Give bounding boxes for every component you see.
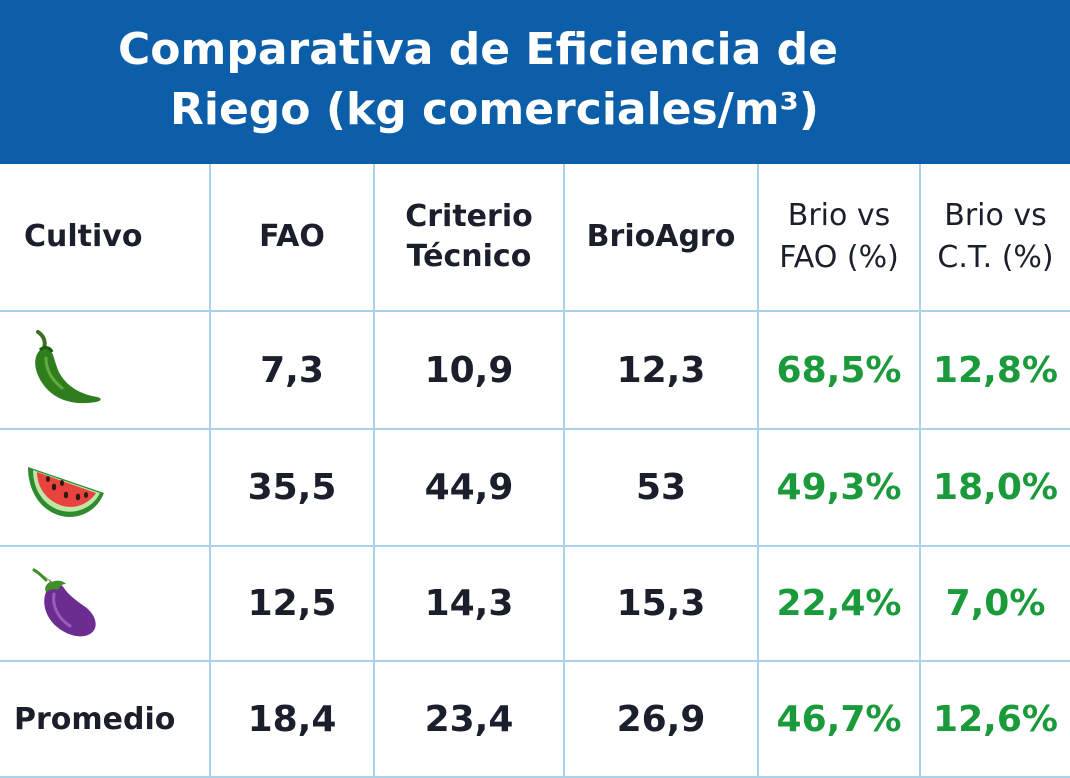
- cell-brio-vs-ct: 18,0%: [921, 430, 1070, 547]
- cell-avg-brio-vs-ct: 12,6%: [921, 662, 1070, 778]
- header-criterio-line2: Técnico: [406, 239, 532, 274]
- cell-avg-brioagro: 26,9: [565, 662, 759, 778]
- title-line-1: Comparativa de Eficiencia de: [118, 24, 838, 75]
- header-brio-vs-ct-line2: C.T. (%): [937, 240, 1054, 275]
- header-criterio-tecnico: Criterio Técnico: [375, 164, 565, 312]
- header-brioagro-label: BrioAgro: [586, 219, 736, 254]
- cell-criterio-tecnico: 14,3: [375, 547, 565, 662]
- header-brio-vs-fao-line1: Brio vs: [787, 198, 891, 233]
- title-line-2: Riego (kg comerciales/m³): [170, 84, 819, 135]
- eggplant-icon: [32, 568, 96, 636]
- cell-brioagro: 15,3: [565, 547, 759, 662]
- watermelon-icon: [28, 466, 104, 517]
- cell-brio-vs-fao: 68,5%: [759, 312, 921, 430]
- header-brio-vs-fao: Brio vs FAO (%): [759, 164, 921, 312]
- cell-brioagro: 53: [565, 430, 759, 547]
- table-row-cultivo-watermelon: [0, 430, 211, 547]
- cell-brio-vs-fao: 22,4%: [759, 547, 921, 662]
- cell-avg-fao: 18,4: [211, 662, 375, 778]
- header-brioagro: BrioAgro: [565, 164, 759, 312]
- header-cultivo: Cultivo: [0, 164, 211, 312]
- cell-criterio-tecnico: 44,9: [375, 430, 565, 547]
- cell-brioagro: 12,3: [565, 312, 759, 430]
- cell-promedio-label: Promedio: [0, 662, 211, 778]
- cell-fao: 12,5: [211, 547, 375, 662]
- header-brio-vs-ct: Brio vs C.T. (%): [921, 164, 1070, 312]
- header-fao-label: FAO: [259, 219, 325, 254]
- cell-brio-vs-ct: 12,8%: [921, 312, 1070, 430]
- cell-fao: 7,3: [211, 312, 375, 430]
- cell-avg-criterio-tecnico: 23,4: [375, 662, 565, 778]
- cell-brio-vs-ct: 7,0%: [921, 547, 1070, 662]
- cell-brio-vs-fao: 49,3%: [759, 430, 921, 547]
- header-brio-vs-fao-line2: FAO (%): [779, 240, 899, 275]
- chili-pepper-icon: [35, 330, 101, 404]
- header-cultivo-label: Cultivo: [24, 219, 143, 254]
- header-brio-vs-ct-line1: Brio vs: [944, 198, 1047, 233]
- header-fao: FAO: [211, 164, 375, 312]
- title-bar: Comparativa de Eficiencia de Riego (kg c…: [0, 0, 1070, 164]
- cell-fao: 35,5: [211, 430, 375, 547]
- cell-criterio-tecnico: 10,9: [375, 312, 565, 430]
- header-criterio-line1: Criterio: [405, 199, 533, 234]
- table-row-cultivo-eggplant: [0, 547, 211, 662]
- table-row-cultivo-chili: [0, 312, 211, 430]
- cell-avg-brio-vs-fao: 46,7%: [759, 662, 921, 778]
- efficiency-table: Cultivo FAO Criterio Técnico BrioAgro Br…: [0, 164, 1070, 778]
